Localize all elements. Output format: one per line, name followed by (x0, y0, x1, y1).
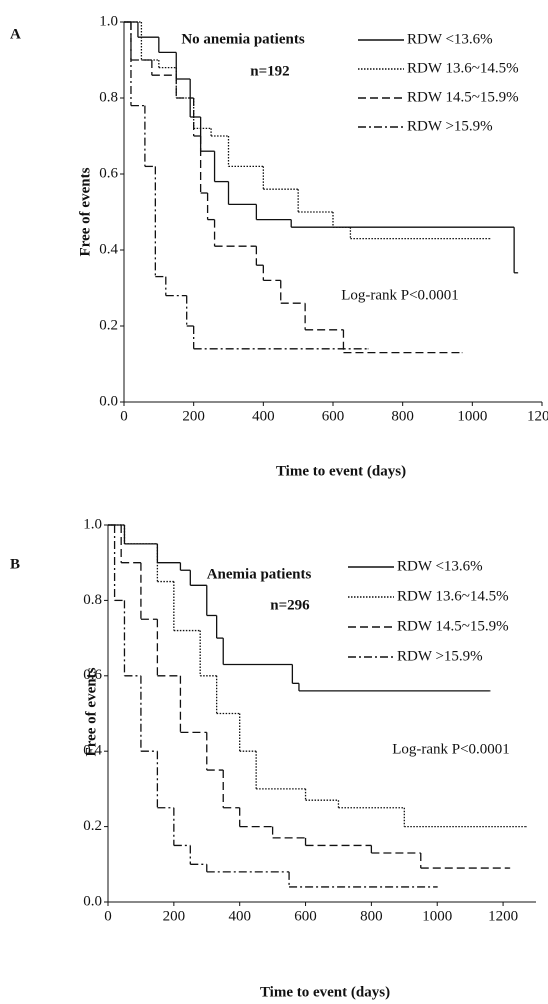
y-tick-label: 0.8 (83, 592, 102, 608)
y-tick-label: 0.4 (99, 241, 118, 257)
y-tick-label: 0.2 (83, 818, 102, 834)
sample-size: n=296 (270, 597, 310, 613)
legend-label: RDW >15.9% (397, 648, 483, 664)
y-tick-label: 0.4 (83, 743, 102, 759)
sample-size: n=192 (250, 63, 289, 79)
x-tick-label: 800 (391, 408, 414, 424)
x-tick-label: 400 (228, 908, 251, 924)
x-axis-label: Time to event (days) (276, 463, 406, 479)
y-tick-label: 0.8 (99, 89, 118, 105)
x-tick-label: 1000 (457, 408, 487, 424)
legend-label: RDW 13.6~14.5% (407, 60, 519, 76)
x-tick-label: 400 (252, 408, 275, 424)
chart-title: No anemia patients (181, 31, 304, 47)
y-tick-label: 0.6 (99, 165, 118, 181)
annotation: Log-rank P<0.0001 (392, 741, 510, 757)
x-tick-label: 1200 (488, 908, 518, 924)
panel-label: B (10, 556, 20, 572)
y-tick-label: 1.0 (83, 516, 102, 532)
x-tick-label: 0 (120, 408, 128, 424)
y-tick-label: 0.0 (83, 893, 102, 909)
x-tick-label: 600 (294, 908, 317, 924)
y-tick-label: 0.2 (99, 317, 118, 333)
legend-label: RDW >15.9% (407, 118, 493, 134)
legend-label: RDW <13.6% (397, 558, 483, 574)
legend-label: RDW 14.5~15.9% (407, 89, 519, 105)
y-tick-label: 0.6 (83, 667, 102, 683)
x-tick-label: 200 (182, 408, 205, 424)
panel-label: A (10, 26, 21, 42)
chart-title: Anemia patients (207, 566, 312, 582)
y-axis-label: Free of events (77, 167, 93, 256)
x-tick-label: 1000 (422, 908, 452, 924)
x-axis-label: Time to event (days) (260, 984, 390, 1000)
y-axis-label: Free of events (83, 667, 99, 756)
x-tick-label: 0 (104, 908, 112, 924)
y-tick-label: 1.0 (99, 13, 118, 29)
y-tick-label: 0.0 (99, 393, 118, 409)
annotation: Log-rank P<0.0001 (341, 287, 459, 303)
legend-label: RDW 13.6~14.5% (397, 588, 509, 604)
x-tick-label: 600 (322, 408, 345, 424)
x-tick-label: 800 (360, 908, 383, 924)
x-tick-label: 1200 (527, 408, 548, 424)
x-tick-label: 200 (163, 908, 186, 924)
legend-label: RDW 14.5~15.9% (397, 618, 509, 634)
legend-label: RDW <13.6% (407, 31, 493, 47)
